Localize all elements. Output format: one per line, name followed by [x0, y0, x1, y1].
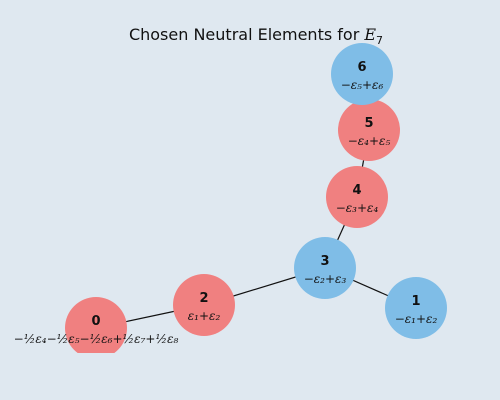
node-5-label: −ε₄+ε₅: [348, 134, 391, 148]
node-3-index: 3: [320, 254, 329, 269]
title-subscript: 7: [376, 34, 383, 47]
node-2-label: ε₁+ε₂: [188, 309, 221, 323]
node-4-index: 4: [352, 183, 361, 198]
node-1-index: 1: [411, 294, 420, 309]
node-4-label: −ε₃+ε₄: [336, 201, 379, 215]
diagram-title: Chosen Neutral Elements for E7: [129, 25, 383, 47]
node-0-index: 0: [91, 314, 100, 329]
node-0-label: −½ε₄−½ε₅−½ε₆+½ε₇+½ε₈: [14, 332, 179, 346]
node-6-index: 6: [357, 60, 366, 75]
title-text: Chosen Neutral Elements for: [129, 25, 364, 44]
node-3-label: −ε₂+ε₃: [304, 272, 347, 286]
node-6-label: −ε₅+ε₆: [341, 78, 384, 92]
node-1-label: −ε₁+ε₂: [395, 312, 438, 326]
node-5-index: 5: [364, 116, 373, 131]
node-2-index: 2: [199, 291, 208, 306]
title-symbol: E: [363, 25, 376, 44]
